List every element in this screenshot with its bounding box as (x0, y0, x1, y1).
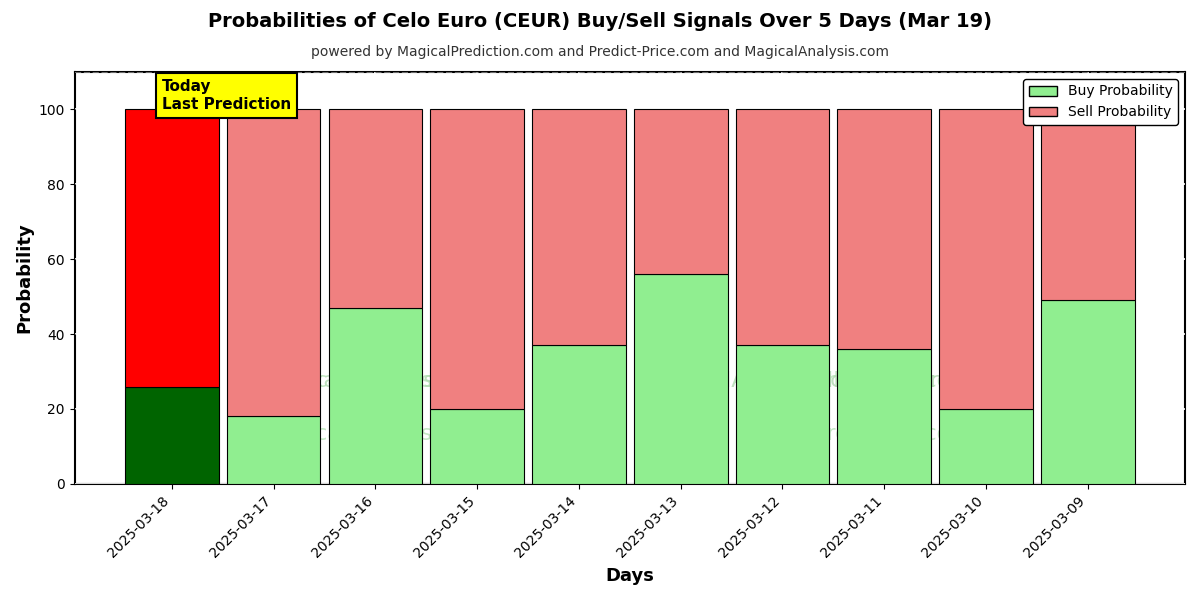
Bar (1040, 109, 1134, 301)
Text: MagicalAnalysis.com: MagicalAnalysis.com (647, 371, 878, 391)
Bar (634, 109, 727, 274)
Bar (431, 109, 524, 409)
Text: MagicalAnalysis.com: MagicalAnalysis.com (266, 424, 482, 445)
Bar (227, 109, 320, 416)
Bar (329, 308, 422, 484)
Bar (227, 416, 320, 484)
Legend: Buy Probability, Sell Probability: Buy Probability, Sell Probability (1024, 79, 1178, 125)
Bar (736, 109, 829, 346)
Bar (838, 109, 931, 349)
Y-axis label: Probability: Probability (16, 223, 34, 334)
Text: Probabilities of Celo Euro (CEUR) Buy/Sell Signals Over 5 Days (Mar 19): Probabilities of Celo Euro (CEUR) Buy/Se… (208, 12, 992, 31)
Bar (431, 409, 524, 484)
Bar (736, 346, 829, 484)
Text: MagicalPrediction.com: MagicalPrediction.com (734, 424, 970, 445)
Text: Today
Last Prediction: Today Last Prediction (162, 79, 292, 112)
Text: MagicalPrediction.com: MagicalPrediction.com (734, 371, 970, 391)
Bar (532, 109, 625, 346)
Text: powered by MagicalPrediction.com and Predict-Price.com and MagicalAnalysis.com: powered by MagicalPrediction.com and Pre… (311, 45, 889, 59)
Bar (125, 109, 218, 386)
Bar (940, 409, 1033, 484)
Bar (838, 349, 931, 484)
Bar (634, 274, 727, 484)
Bar (329, 109, 422, 308)
Bar (940, 109, 1033, 409)
Bar (1040, 301, 1134, 484)
Text: MagicalAnalysis.com: MagicalAnalysis.com (266, 371, 482, 391)
Text: MagicalAnalysis.com: MagicalAnalysis.com (259, 371, 491, 391)
Text: MagicalPrediction.com: MagicalPrediction.com (749, 371, 1000, 391)
X-axis label: Days: Days (605, 567, 654, 585)
Bar (532, 346, 625, 484)
Bar (125, 386, 218, 484)
